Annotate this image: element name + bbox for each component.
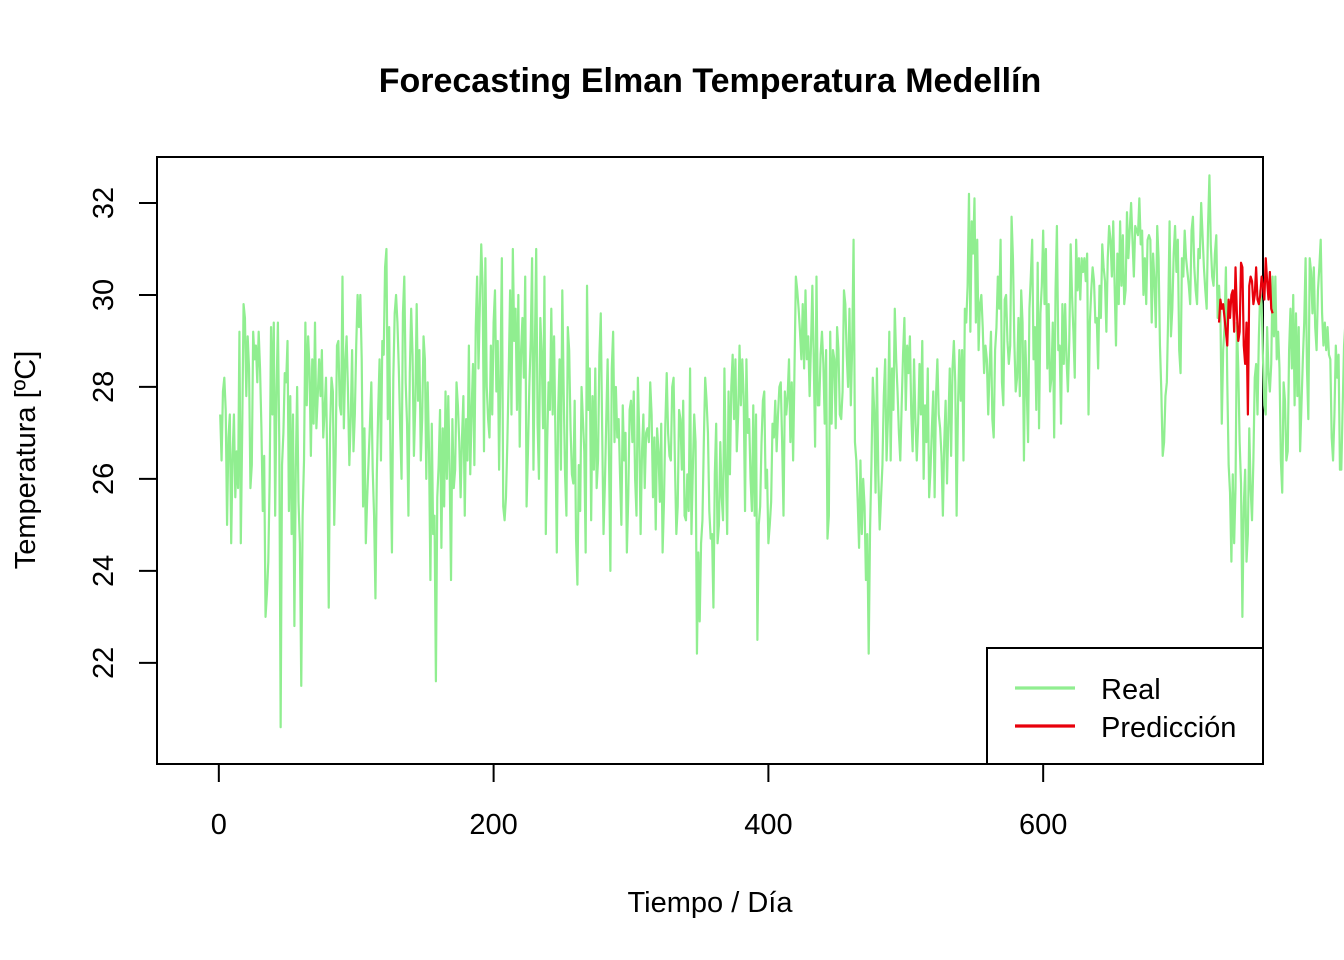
- y-tick-label: 28: [88, 371, 120, 403]
- x-tick-label: 200: [469, 809, 517, 841]
- y-axis-label: Temperatura [ºC]: [10, 351, 42, 570]
- x-tick-label: 600: [1019, 809, 1067, 841]
- x-tick-label: 0: [211, 809, 227, 841]
- y-tick-label: 24: [88, 555, 120, 587]
- x-axis-label: Tiempo / Día: [628, 887, 794, 919]
- y-tick-label: 30: [88, 279, 120, 311]
- series-line-prediccion: [1217, 257, 1274, 416]
- x-tick-label: 400: [744, 809, 792, 841]
- y-tick-label: 32: [88, 187, 120, 219]
- legend-box: [986, 647, 1264, 765]
- legend-label-real: Real: [1101, 674, 1161, 706]
- legend: Real Predicción: [986, 647, 1264, 765]
- y-tick-label: 26: [88, 463, 120, 495]
- y-axis: 22 24 26 28 30 32: [88, 187, 158, 679]
- series-layer: [219, 174, 1344, 729]
- series-line-real: [219, 174, 1344, 729]
- y-tick-label: 22: [88, 647, 120, 679]
- x-axis: 0 200 400 600: [211, 763, 1067, 841]
- legend-label-prediccion: Predicción: [1101, 712, 1236, 744]
- chart-title: Forecasting Elman Temperatura Medellín: [379, 62, 1042, 100]
